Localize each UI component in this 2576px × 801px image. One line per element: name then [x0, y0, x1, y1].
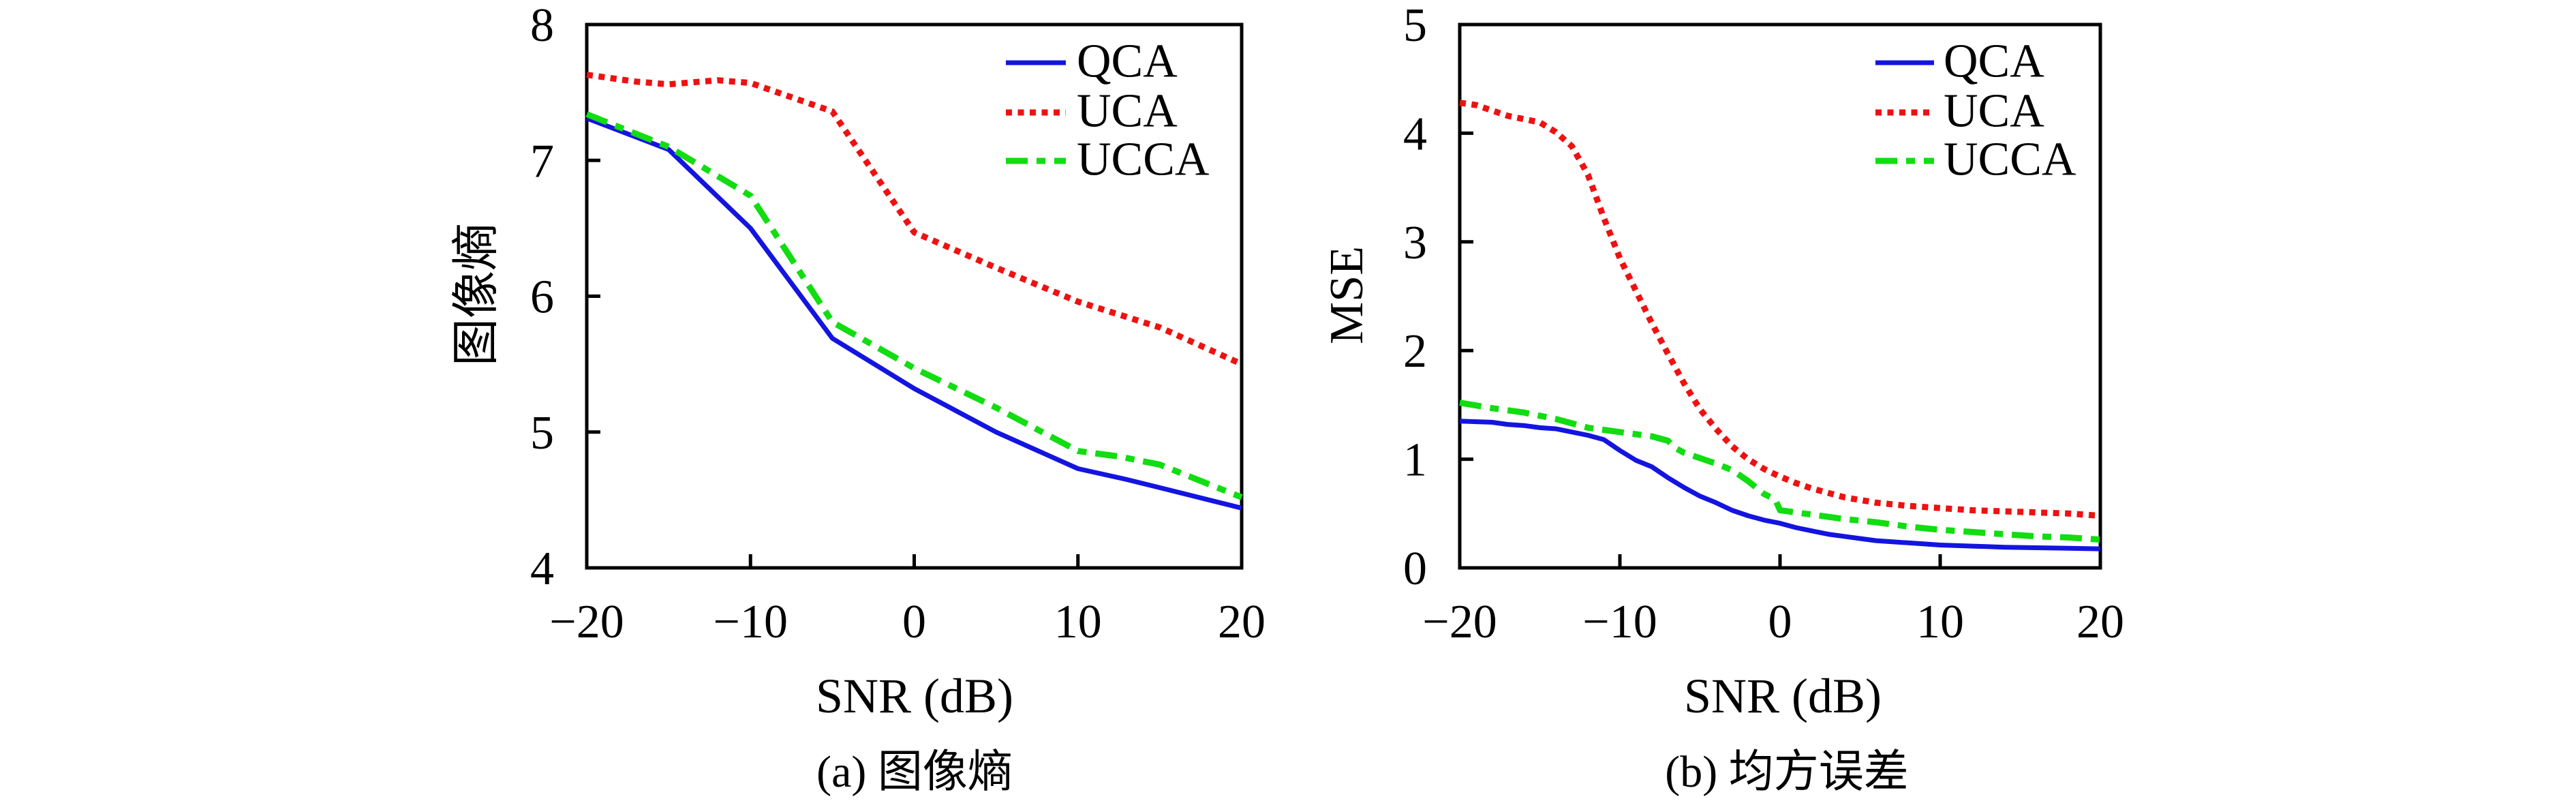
right-chart-y-axis-title: MSE [1321, 246, 1373, 344]
x-axis-ticks: −20 −10 0 10 20 [549, 554, 1266, 648]
legend-label-uca: UCA [1077, 85, 1178, 138]
series-line-uca [586, 72, 1243, 367]
legend-label-ucca: UCCA [1077, 133, 1210, 186]
y-tick-label: 1 [1403, 434, 1427, 487]
legend-label-ucca: UCCA [1944, 133, 2076, 186]
x-tick-label: 10 [1916, 596, 1964, 648]
left-chart-y-axis-title: 图像熵 [450, 223, 503, 366]
x-tick-label: −10 [1582, 596, 1657, 648]
left-chart-x-axis-title: SNR (dB) [815, 669, 1014, 723]
y-axis-ticks: 0 1 2 3 4 5 [1403, 0, 1473, 595]
legend-label-uca: UCA [1944, 85, 2044, 138]
series-line-qca [1459, 419, 2101, 551]
x-tick-label: −10 [714, 596, 788, 648]
series-line-qca [585, 116, 1242, 511]
y-tick-label: 5 [530, 407, 554, 459]
left-chart-caption: (a) 图像熵 [816, 747, 1013, 797]
legend-label-qca: QCA [1944, 35, 2044, 88]
x-tick-label: 20 [1218, 596, 1266, 648]
x-tick-label: 0 [902, 596, 926, 648]
right-chart-caption: (b) 均方误差 [1665, 747, 1909, 797]
chart-panel-1: −20 −10 0 10 20 0 1 2 3 4 5 [1403, 0, 2124, 648]
y-tick-label: 7 [530, 135, 554, 187]
series-line-ucca [585, 111, 1243, 500]
legend-label-qca: QCA [1077, 35, 1178, 88]
y-tick-label: 4 [1403, 108, 1427, 160]
y-tick-label: 8 [530, 0, 554, 52]
y-axis-ticks: 4 5 6 7 8 [530, 0, 600, 595]
y-tick-label: 4 [530, 543, 554, 595]
x-tick-label: −20 [549, 596, 624, 648]
right-chart-x-axis-title: SNR (dB) [1683, 669, 1882, 723]
series-line-uca [1459, 100, 2101, 519]
y-tick-label: 2 [1403, 325, 1427, 378]
y-tick-label: 3 [1403, 217, 1427, 269]
y-tick-label: 0 [1403, 543, 1427, 595]
chart-panel-0: −20 −10 0 10 20 4 5 6 7 8 [530, 0, 1266, 648]
series-line-ucca [1459, 399, 2101, 543]
legend-samples [1006, 60, 1066, 164]
x-tick-label: 10 [1054, 596, 1102, 648]
x-tick-label: 20 [2076, 596, 2124, 648]
x-tick-label: 0 [1768, 596, 1792, 648]
x-tick-label: −20 [1422, 596, 1497, 648]
y-tick-label: 5 [1403, 0, 1427, 52]
y-tick-label: 6 [530, 271, 554, 324]
legend-samples [1875, 60, 1934, 164]
x-axis-ticks: −20 −10 0 10 20 [1422, 554, 2124, 648]
